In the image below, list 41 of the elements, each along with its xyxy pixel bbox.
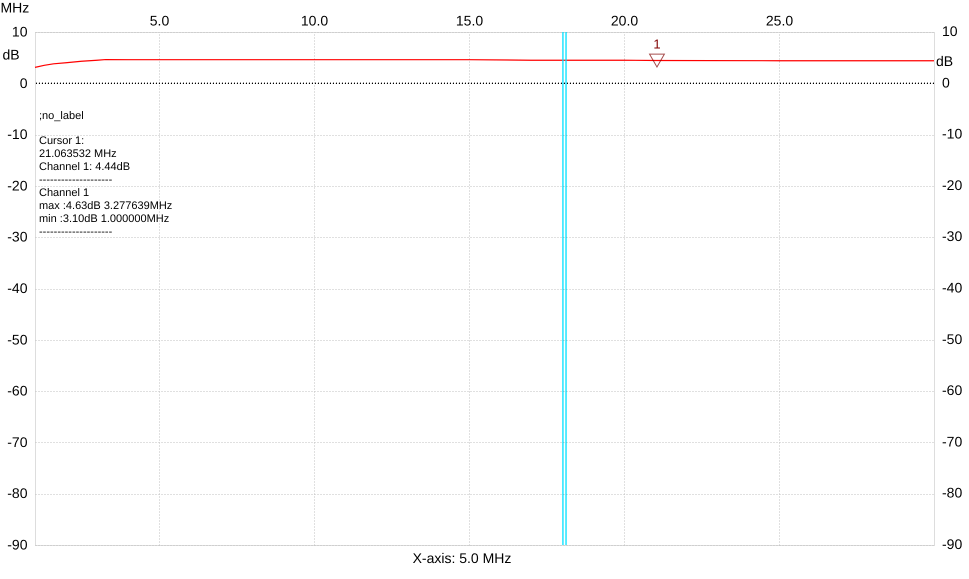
annotation: Channel 1 [39, 187, 90, 199]
y-axis-title: dB [2, 46, 20, 62]
y-tick-label: -90 [7, 536, 28, 552]
annotation: min :3.10dB 1.000000MHz [39, 213, 170, 225]
y-tick-label: 0 [20, 74, 28, 91]
y-tick-label: -40 [7, 280, 28, 296]
annotation: 21.063532 MHz [39, 148, 117, 160]
y2-tick-label: 10 [942, 23, 958, 39]
y2-tick-label: -20 [942, 176, 962, 193]
x-tick-label: 20.0 [610, 12, 638, 28]
y-tick-label: -70 [7, 434, 28, 450]
y2-tick-label: -90 [942, 536, 962, 552]
y-tick-label: -20 [7, 177, 28, 194]
y2-tick-label: -60 [942, 382, 962, 398]
y2-tick-label: -70 [942, 433, 962, 450]
y-tick-label: -50 [7, 331, 28, 348]
y2-tick-label: -30 [942, 228, 962, 244]
annotation: ;no_label [39, 110, 84, 122]
y-tick-label: -80 [7, 485, 28, 502]
annotation: -------------------- [39, 226, 113, 238]
x-axis-title: MHz [0, 0, 30, 16]
x-tick-label: 5.0 [150, 12, 170, 28]
y2-axis-title: dB [936, 53, 954, 69]
annotation: Cursor 1: [39, 135, 84, 147]
x-tick-label: 15.0 [456, 12, 484, 28]
y2-tick-label: -10 [942, 126, 962, 142]
y2-tick-label: -40 [942, 280, 962, 296]
y-tick-label: -30 [7, 228, 28, 245]
text: X-axis: 5.0 MHz [412, 550, 512, 566]
y2-tick-label: -80 [942, 484, 962, 501]
annotation: -------------------- [39, 174, 113, 186]
x-tick-label: 10.0 [300, 12, 328, 28]
y-tick-label: -10 [7, 126, 28, 142]
y-tick-label: 10 [12, 24, 28, 40]
y2-tick-label: -50 [942, 330, 962, 347]
annotation: max :4.63dB 3.277639MHz [39, 200, 172, 212]
x-tick-label: 25.0 [766, 12, 794, 28]
annotation: Channel 1: 4.44dB [39, 161, 130, 173]
annotation: 1 [653, 36, 661, 52]
y-tick-label: -60 [7, 382, 28, 399]
y2-tick-label: 0 [942, 74, 950, 90]
